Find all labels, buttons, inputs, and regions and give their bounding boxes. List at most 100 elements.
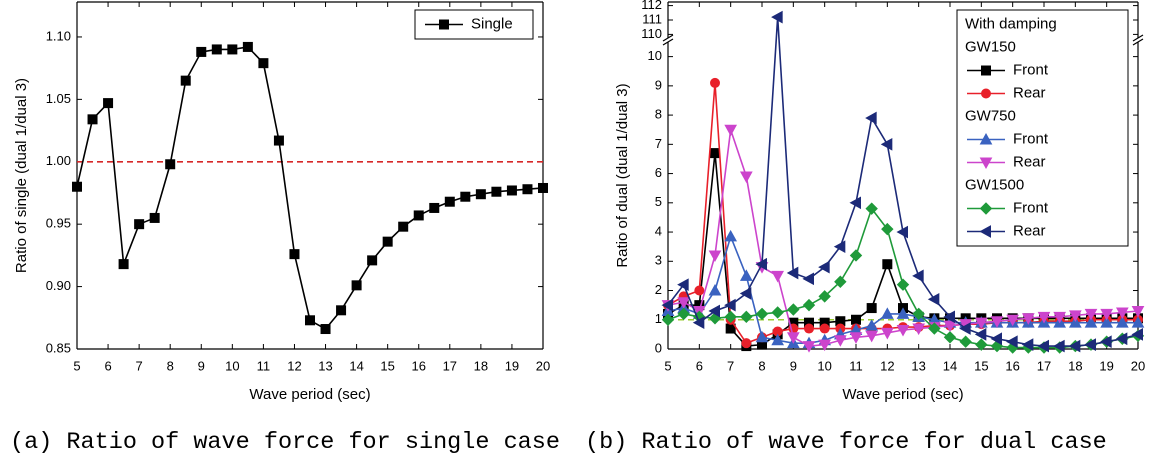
marker bbox=[273, 135, 284, 146]
marker bbox=[755, 257, 767, 271]
y-tick-label: 10 bbox=[648, 48, 662, 63]
x-tick-label: 8 bbox=[167, 358, 174, 373]
marker bbox=[755, 307, 769, 321]
marker bbox=[912, 269, 924, 283]
marker bbox=[165, 159, 176, 170]
legend-marker bbox=[981, 88, 991, 99]
marker bbox=[1100, 335, 1112, 349]
marker bbox=[1021, 338, 1034, 351]
marker bbox=[724, 229, 738, 242]
legend-heading: GW150 bbox=[965, 38, 1016, 55]
marker bbox=[538, 182, 548, 193]
legend-label: Front bbox=[1013, 130, 1049, 147]
legend-marker bbox=[979, 202, 993, 215]
marker bbox=[180, 75, 191, 86]
y-tick-label: 3 bbox=[655, 253, 662, 268]
marker bbox=[804, 323, 814, 334]
marker bbox=[740, 310, 753, 324]
axis-break bbox=[1132, 38, 1144, 46]
marker bbox=[818, 290, 831, 303]
x-tick-label: 18 bbox=[474, 358, 488, 373]
x-tick-label: 11 bbox=[257, 358, 271, 373]
x-tick-label: 15 bbox=[974, 358, 988, 373]
marker bbox=[1084, 338, 1096, 351]
y-tick-label: 110 bbox=[641, 26, 662, 41]
marker bbox=[834, 275, 847, 288]
marker bbox=[1068, 339, 1081, 353]
marker bbox=[833, 240, 846, 254]
marker bbox=[1131, 328, 1143, 341]
x-axis-label: Wave period (sec) bbox=[249, 386, 370, 403]
marker bbox=[677, 307, 690, 321]
caption: (a) Ratio of wave force for single case bbox=[10, 429, 560, 456]
marker bbox=[786, 332, 800, 344]
marker bbox=[1006, 314, 1020, 327]
marker bbox=[896, 278, 910, 291]
marker bbox=[866, 303, 877, 314]
marker bbox=[724, 310, 737, 324]
legend-box bbox=[414, 9, 534, 40]
x-tick-label: 20 bbox=[1131, 358, 1145, 373]
legend-marker bbox=[439, 19, 449, 30]
x-tick-label: 11 bbox=[849, 358, 863, 373]
marker bbox=[103, 98, 114, 109]
marker bbox=[771, 333, 785, 346]
marker bbox=[802, 298, 816, 312]
legend-label: Front bbox=[1013, 61, 1049, 78]
marker bbox=[149, 212, 160, 223]
legend-marker bbox=[979, 157, 993, 170]
x-tick-label: 10 bbox=[817, 358, 831, 373]
y-tick-label: 0 bbox=[655, 340, 662, 355]
marker bbox=[943, 320, 957, 333]
y-tick-label: 1.05 bbox=[46, 91, 71, 106]
x-tick-label: 19 bbox=[505, 358, 519, 373]
y-tick-label: 5 bbox=[655, 194, 662, 209]
legend-label: Rear bbox=[1013, 153, 1046, 170]
marker bbox=[475, 189, 486, 200]
marker bbox=[865, 111, 877, 125]
marker bbox=[1006, 335, 1018, 349]
y-tick-label: 1 bbox=[655, 311, 662, 326]
marker bbox=[72, 181, 82, 192]
axis-break bbox=[662, 38, 674, 46]
marker bbox=[1037, 311, 1051, 324]
legend-marker bbox=[979, 132, 993, 145]
marker bbox=[677, 278, 689, 292]
marker bbox=[1021, 313, 1035, 325]
marker bbox=[802, 341, 816, 353]
marker bbox=[865, 330, 879, 343]
marker bbox=[975, 338, 988, 351]
marker bbox=[398, 221, 409, 232]
legend-heading: GW1500 bbox=[965, 176, 1024, 193]
marker bbox=[522, 184, 533, 195]
x-tick-label: 12 bbox=[880, 358, 894, 373]
marker bbox=[912, 307, 925, 321]
x-tick-label: 16 bbox=[1005, 358, 1019, 373]
marker bbox=[320, 324, 331, 335]
marker bbox=[739, 287, 752, 300]
y-tick-label: 1.10 bbox=[46, 28, 71, 43]
marker bbox=[1037, 339, 1049, 353]
marker bbox=[708, 283, 722, 296]
marker bbox=[382, 236, 393, 247]
y-tick-label: 6 bbox=[655, 165, 662, 180]
x-tick-label: 9 bbox=[198, 358, 205, 373]
chart: 0.85 0.90 0.95 1.00 1.05 1.10 5 6 7 8 9 10 11 12 13 14 1… bbox=[10, 1, 560, 456]
x-tick-label: 17 bbox=[1037, 358, 1051, 373]
x-tick-label: 9 bbox=[790, 358, 797, 373]
marker bbox=[927, 292, 940, 306]
marker bbox=[802, 272, 814, 286]
marker bbox=[974, 317, 988, 330]
x-tick-label: 8 bbox=[758, 358, 765, 373]
axis-break bbox=[1132, 34, 1144, 42]
legend-label: Rear bbox=[1013, 222, 1046, 239]
marker bbox=[1115, 332, 1128, 346]
marker bbox=[928, 322, 941, 335]
marker bbox=[134, 219, 145, 230]
marker bbox=[849, 249, 863, 262]
marker bbox=[818, 339, 832, 352]
legend-label: Front bbox=[1013, 199, 1049, 216]
marker bbox=[1100, 316, 1114, 328]
marker bbox=[1068, 310, 1082, 322]
marker bbox=[1131, 305, 1145, 318]
